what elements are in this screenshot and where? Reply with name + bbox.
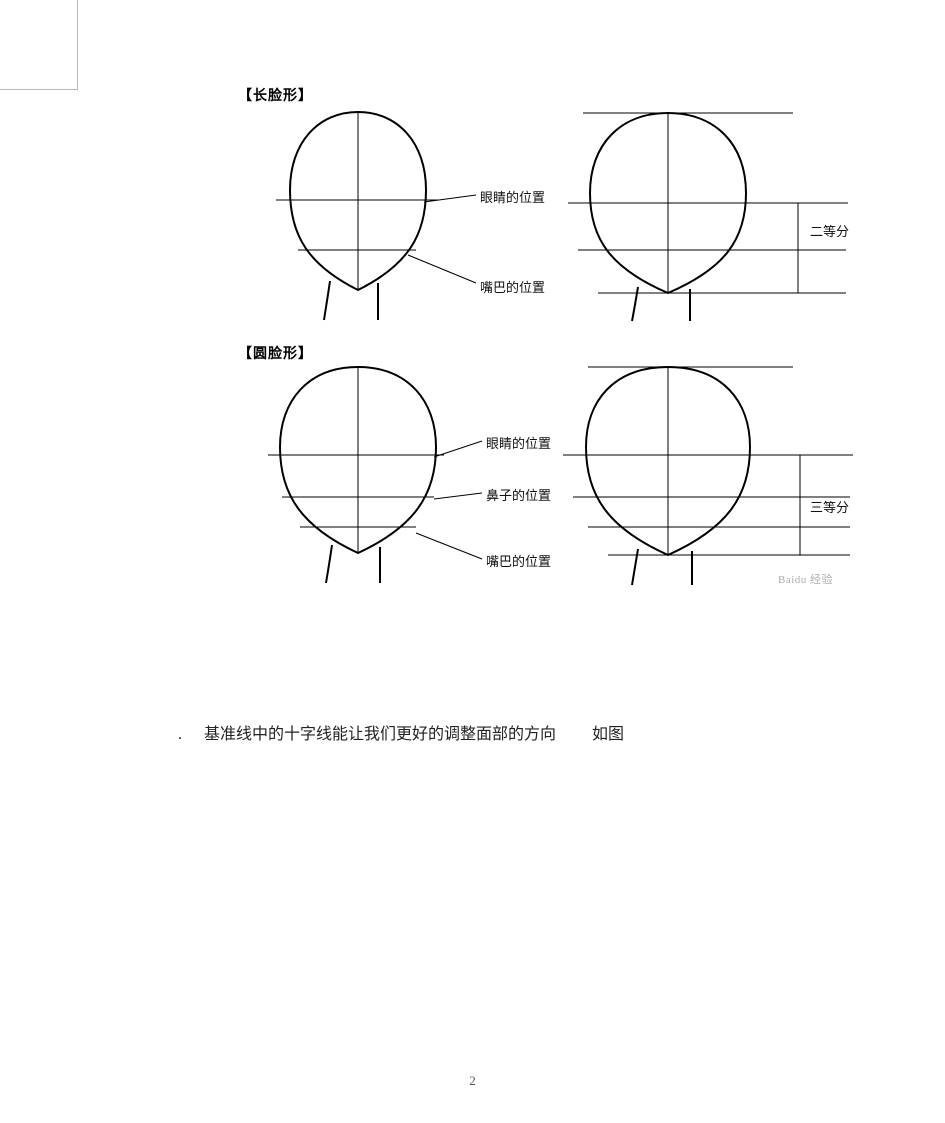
heading-round-face: 【圆脸形】 (238, 343, 313, 363)
diagram-svg (238, 95, 868, 605)
page-number: 2 (0, 1073, 945, 1089)
page-cut-corner (0, 0, 78, 90)
long-face-right (568, 113, 848, 321)
long-face-left (276, 112, 476, 320)
label-eye-position-2: 眼睛的位置 (486, 433, 551, 452)
caption-tail: 如图 (592, 726, 624, 743)
label-mouth-position-2: 嘴巴的位置 (486, 551, 551, 570)
round-face-left (268, 367, 482, 583)
callout-eye-line (424, 195, 476, 202)
neck-left (324, 281, 330, 320)
callout-mouth-line (416, 533, 482, 559)
callout-eye-line (434, 441, 482, 457)
caption-bullet: . (178, 726, 182, 743)
page-root: 【长脸形】 【圆脸形】 (0, 0, 945, 1123)
face-proportion-figure: 【长脸形】 【圆脸形】 (238, 95, 868, 605)
neck-left (326, 545, 332, 583)
heading-long-face: 【长脸形】 (238, 85, 313, 105)
content-frame: 【长脸形】 【圆脸形】 (88, 10, 888, 605)
neck-left (632, 287, 638, 321)
label-eye-position-1: 眼睛的位置 (480, 187, 545, 206)
caption-line: . 基准线中的十字线能让我们更好的调整面部的方向 如图 (178, 720, 624, 744)
label-two-parts: 二等分 (810, 221, 849, 240)
neck-left (632, 549, 638, 585)
callout-nose-line (434, 493, 482, 499)
round-face-right (563, 367, 853, 585)
label-mouth-position-1: 嘴巴的位置 (480, 277, 545, 296)
watermark-text: Baidu 经验 (778, 571, 833, 587)
label-three-parts: 三等分 (810, 497, 849, 516)
caption-main: 基准线中的十字线能让我们更好的调整面部的方向 (204, 726, 556, 743)
callout-mouth-line (408, 255, 476, 283)
label-nose-position: 鼻子的位置 (486, 485, 551, 504)
